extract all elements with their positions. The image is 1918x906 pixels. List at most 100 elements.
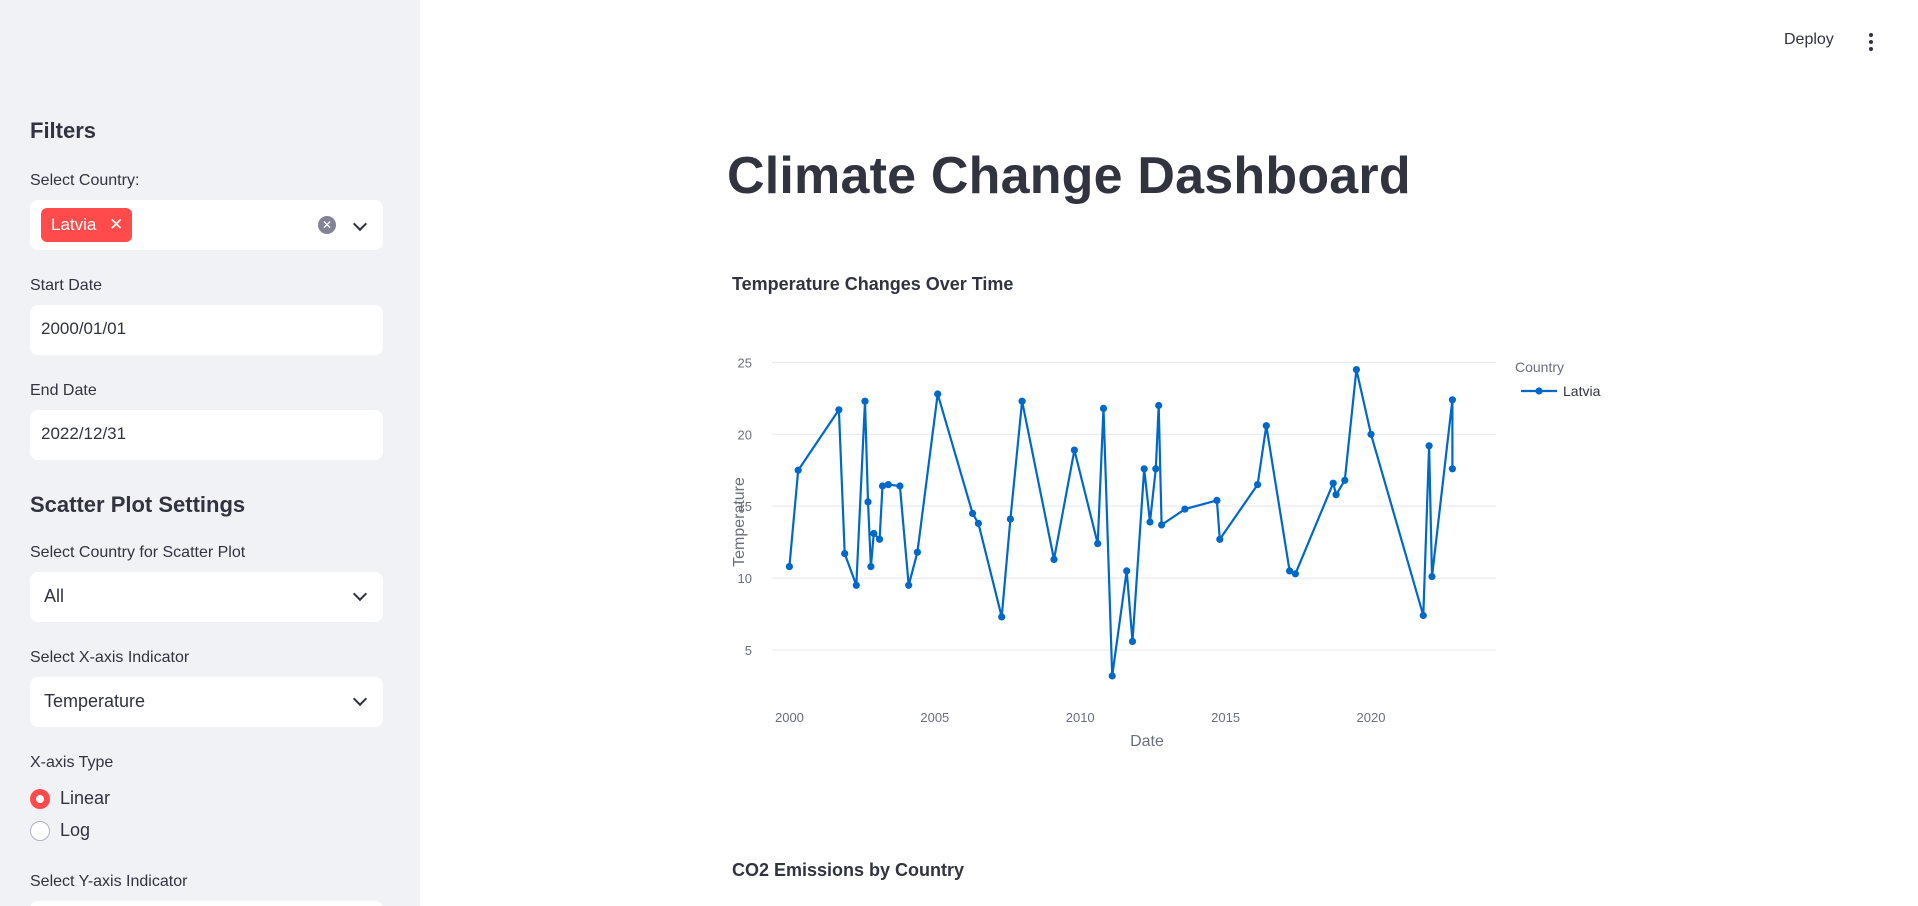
data-point[interactable] bbox=[1425, 442, 1433, 450]
data-point[interactable] bbox=[1123, 567, 1131, 575]
data-point[interactable] bbox=[1108, 672, 1116, 680]
data-point[interactable] bbox=[913, 548, 921, 556]
page-title: Climate Change Dashboard bbox=[727, 147, 1411, 205]
data-point[interactable] bbox=[1018, 397, 1026, 405]
data-point[interactable] bbox=[1146, 518, 1154, 526]
radio-linear[interactable] bbox=[30, 789, 50, 809]
data-point[interactable] bbox=[934, 390, 942, 398]
legend-title: Country bbox=[1515, 359, 1564, 375]
y-axis-ticks: 5 10 15 20 25 bbox=[738, 355, 752, 658]
chart-temperature-heading: Temperature Changes Over Time bbox=[732, 274, 1014, 294]
data-point[interactable] bbox=[841, 550, 849, 558]
data-point[interactable] bbox=[1128, 637, 1137, 645]
y-tick-label: 25 bbox=[738, 355, 752, 370]
x-type-label: X-axis Type bbox=[30, 754, 114, 771]
data-point[interactable] bbox=[1213, 496, 1221, 504]
data-point[interactable] bbox=[861, 397, 869, 405]
data-point[interactable] bbox=[1140, 465, 1148, 473]
y-tick-label: 10 bbox=[738, 571, 752, 586]
scatter-country-select[interactable]: All bbox=[30, 572, 383, 622]
data-point[interactable] bbox=[1099, 404, 1108, 412]
data-point[interactable] bbox=[884, 481, 892, 489]
data-point[interactable] bbox=[1352, 366, 1360, 374]
data-point[interactable] bbox=[998, 613, 1006, 621]
data-point[interactable] bbox=[1094, 540, 1102, 548]
x-tick-label: 2005 bbox=[920, 710, 949, 725]
x-indicator-select[interactable]: Temperature bbox=[30, 677, 383, 727]
data-point[interactable] bbox=[1286, 567, 1294, 575]
data-point[interactable] bbox=[1158, 521, 1166, 529]
data-point[interactable] bbox=[974, 519, 982, 527]
data-point[interactable] bbox=[1262, 422, 1270, 430]
data-point[interactable] bbox=[969, 509, 977, 517]
x-tick-label: 2000 bbox=[775, 710, 804, 725]
tag-remove-icon[interactable]: ✕ bbox=[109, 215, 124, 234]
data-point[interactable] bbox=[852, 581, 860, 589]
radio-log-label[interactable]: Log bbox=[60, 820, 91, 840]
data-point[interactable] bbox=[1329, 479, 1337, 487]
data-point[interactable] bbox=[1181, 505, 1189, 513]
more-menu-icon[interactable] bbox=[1868, 33, 1874, 51]
temperature-line-chart[interactable]: 5 10 15 20 25 2000 2005 2010 2015 2020 Date Temp… bbox=[728, 340, 1628, 760]
x-indicator-value: Temperature bbox=[44, 691, 146, 711]
series-points bbox=[785, 366, 1456, 680]
x-tick-label: 2010 bbox=[1066, 710, 1095, 725]
chart-gridlines bbox=[772, 361, 1496, 651]
country-select-label: Select Country: bbox=[30, 172, 140, 189]
scatter-country-label: Select Country for Scatter Plot bbox=[30, 544, 246, 561]
data-point[interactable] bbox=[1050, 555, 1058, 563]
start-date-label: Start Date bbox=[30, 277, 103, 294]
data-point[interactable] bbox=[1216, 535, 1224, 543]
legend-entry-latvia[interactable]: Latvia bbox=[1563, 383, 1601, 399]
data-point[interactable] bbox=[1152, 465, 1160, 473]
data-point[interactable] bbox=[876, 535, 884, 543]
deploy-button[interactable]: Deploy bbox=[1784, 31, 1834, 48]
end-date-input[interactable]: 2022/12/31 bbox=[30, 410, 383, 460]
data-point[interactable] bbox=[905, 581, 913, 589]
data-point[interactable] bbox=[1341, 476, 1349, 484]
data-point[interactable] bbox=[835, 406, 843, 414]
data-point[interactable] bbox=[1448, 465, 1456, 473]
y-indicator-label: Select Y-axis Indicator bbox=[30, 873, 188, 890]
chevron-down-icon bbox=[352, 586, 368, 602]
chevron-down-icon bbox=[352, 691, 368, 707]
data-point[interactable] bbox=[1155, 401, 1163, 410]
data-point[interactable] bbox=[1428, 573, 1436, 581]
data-point[interactable] bbox=[1332, 491, 1340, 499]
data-point[interactable] bbox=[1006, 515, 1014, 523]
data-point[interactable] bbox=[1070, 446, 1078, 454]
data-point[interactable] bbox=[878, 482, 887, 490]
y-tick-label: 5 bbox=[745, 643, 752, 658]
chevron-down-icon[interactable] bbox=[352, 216, 368, 232]
data-point[interactable] bbox=[1367, 430, 1375, 438]
series-line-latvia bbox=[788, 368, 1454, 677]
data-point[interactable] bbox=[1419, 611, 1427, 620]
data-point[interactable] bbox=[794, 466, 802, 474]
scatter-country-value: All bbox=[44, 586, 65, 606]
x-indicator-label: Select X-axis Indicator bbox=[30, 649, 190, 666]
legend[interactable]: Country Latvia bbox=[1515, 359, 1601, 399]
data-point[interactable] bbox=[785, 563, 793, 571]
data-point[interactable] bbox=[864, 498, 872, 506]
x-tick-label: 2020 bbox=[1357, 710, 1386, 725]
sidebar: Filters Select Country: Latvia ✕ ✕ Start… bbox=[0, 0, 420, 906]
clear-all-icon[interactable]: ✕ bbox=[318, 216, 336, 234]
start-date-value: 2000/01/01 bbox=[41, 319, 127, 338]
country-tag-label: Latvia bbox=[51, 215, 97, 234]
radio-linear-label[interactable]: Linear bbox=[60, 788, 111, 808]
y-indicator-select[interactable] bbox=[30, 901, 383, 906]
x-axis-ticks: 2000 2005 2010 2015 2020 bbox=[775, 710, 1385, 725]
start-date-input[interactable]: 2000/01/01 bbox=[30, 305, 383, 355]
y-tick-label: 15 bbox=[738, 499, 752, 514]
data-point[interactable] bbox=[867, 563, 875, 571]
data-point[interactable] bbox=[1254, 481, 1262, 489]
y-axis-label: Temperature bbox=[731, 477, 748, 567]
data-point[interactable] bbox=[870, 529, 878, 538]
radio-log[interactable] bbox=[30, 821, 50, 841]
x-tick-label: 2015 bbox=[1211, 710, 1240, 725]
data-point[interactable] bbox=[1448, 396, 1456, 404]
data-point[interactable] bbox=[896, 482, 904, 490]
data-point[interactable] bbox=[1291, 570, 1299, 578]
country-multiselect[interactable]: Latvia ✕ ✕ bbox=[30, 200, 383, 250]
